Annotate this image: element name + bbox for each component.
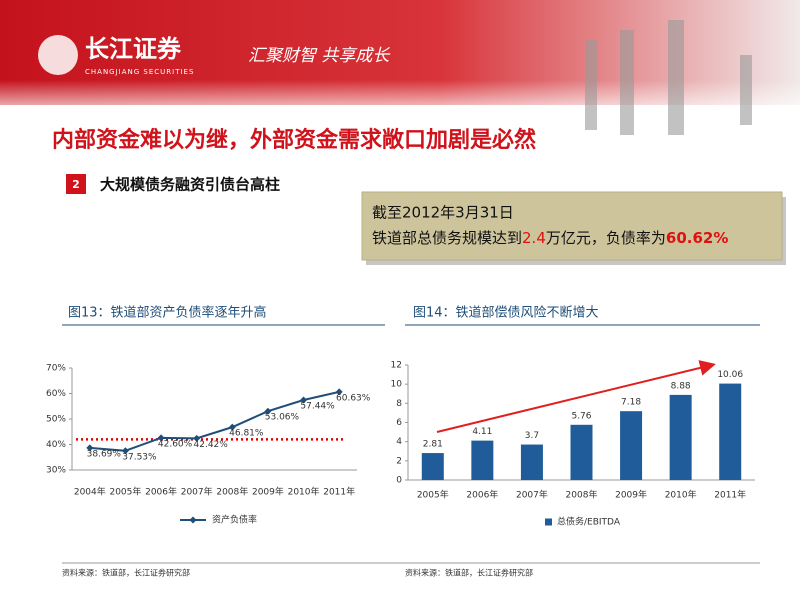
data-label: 37.53%	[122, 452, 157, 462]
y-tick-label: 60%	[46, 389, 66, 399]
y-tick-label: 4	[396, 437, 402, 447]
legend-label: 资产负债率	[212, 514, 257, 526]
x-tick-label: 2006年	[145, 486, 177, 498]
bar	[570, 424, 593, 480]
y-tick-label: 0	[396, 476, 402, 486]
callout-text: 铁道部总债务规模达到	[372, 229, 522, 247]
y-tick-label: 12	[391, 361, 402, 371]
y-tick-label: 10	[391, 380, 403, 390]
y-tick-label: 40%	[46, 440, 66, 450]
x-tick-label: 2004年	[74, 486, 106, 498]
marker	[86, 444, 94, 452]
slide-title: 内部资金难以为继，外部资金需求敞口加剧是必然	[52, 127, 536, 153]
marker	[121, 447, 129, 455]
x-tick-label: 2011年	[323, 486, 355, 498]
callout-line2: 铁道部总债务规模达到2.4万亿元，负债率为60.62%	[372, 229, 728, 247]
data-label: 2.81	[423, 440, 443, 450]
marker	[228, 423, 236, 431]
x-tick-label: 2009年	[615, 489, 647, 501]
legend-label: 总债务/EBITDA	[557, 516, 621, 528]
data-label: 3.7	[525, 431, 539, 441]
brand-en: CHANGJIANG SECURITIES	[85, 68, 194, 76]
section-title: 大规模债务融资引债台高柱	[100, 176, 280, 194]
chart-title: 图13：铁道部资产负债率逐年升高	[68, 305, 267, 321]
callout-highlight: 60.62%	[666, 229, 728, 247]
line	[89, 390, 340, 452]
callout-highlight: 2.4	[522, 229, 546, 247]
data-label: 8.88	[671, 381, 691, 391]
y-tick-label: 30%	[46, 466, 66, 476]
header-fade	[0, 80, 800, 120]
bar	[421, 453, 444, 480]
y-tick-label: 8	[396, 399, 402, 409]
x-tick-label: 2007年	[516, 489, 548, 501]
x-tick-label: 2007年	[181, 486, 213, 498]
bar	[669, 394, 692, 480]
y-tick-label: 50%	[46, 415, 66, 425]
source: 资料来源：铁道部，长江证券研究部	[405, 568, 533, 578]
x-tick-label: 2010年	[665, 489, 697, 501]
y-tick-label: 2	[396, 456, 402, 466]
data-label: 38.69%	[87, 449, 122, 459]
trend-arrow	[436, 360, 716, 433]
callout-line1: 截至2012年3月31日	[372, 204, 514, 222]
x-tick-label: 2009年	[252, 486, 284, 498]
data-label: 42.60%	[158, 439, 193, 449]
section-number: 2	[72, 178, 80, 191]
data-label: 53.06%	[265, 413, 300, 423]
chess-pieces	[585, 20, 752, 135]
x-tick-label: 2010年	[288, 486, 320, 498]
x-tick-label: 2006年	[466, 489, 498, 501]
data-label: 60.63%	[336, 393, 371, 403]
x-tick-label: 2005年	[417, 489, 449, 501]
marker	[193, 434, 201, 442]
data-label: 4.11	[472, 427, 492, 437]
data-label: 42.42%	[194, 440, 229, 450]
chart-title: 图14：铁道部偿债风险不断增大	[413, 306, 599, 321]
bar	[520, 444, 543, 480]
slogan: 汇聚财智 共享成长	[248, 46, 390, 66]
data-label: 57.44%	[300, 402, 335, 412]
data-label: 10.06	[717, 370, 743, 380]
marker	[264, 407, 272, 415]
x-tick-label: 2008年	[216, 486, 248, 498]
logo-mark	[38, 35, 78, 75]
marker	[300, 396, 308, 404]
marker	[335, 388, 343, 396]
bar	[620, 411, 643, 480]
legend-marker	[189, 516, 197, 524]
legend-swatch	[545, 518, 552, 526]
brand: 长江证券	[85, 35, 182, 63]
data-label: 7.18	[621, 398, 641, 408]
section-badge	[66, 174, 86, 194]
source: 资料来源：铁道部，长江证券研究部	[62, 568, 190, 578]
bar	[471, 440, 494, 480]
y-tick-label: 70%	[46, 364, 66, 374]
marker	[157, 434, 165, 442]
data-label: 46.81%	[229, 429, 264, 439]
x-tick-label: 2011年	[714, 489, 746, 501]
x-tick-label: 2008年	[566, 489, 598, 501]
x-tick-label: 2005年	[109, 486, 141, 498]
bar	[719, 383, 742, 480]
data-label: 5.76	[571, 411, 591, 421]
y-tick-label: 6	[396, 418, 402, 428]
callout-text: 万亿元，负债率为	[546, 229, 666, 247]
callout-box	[361, 191, 783, 261]
